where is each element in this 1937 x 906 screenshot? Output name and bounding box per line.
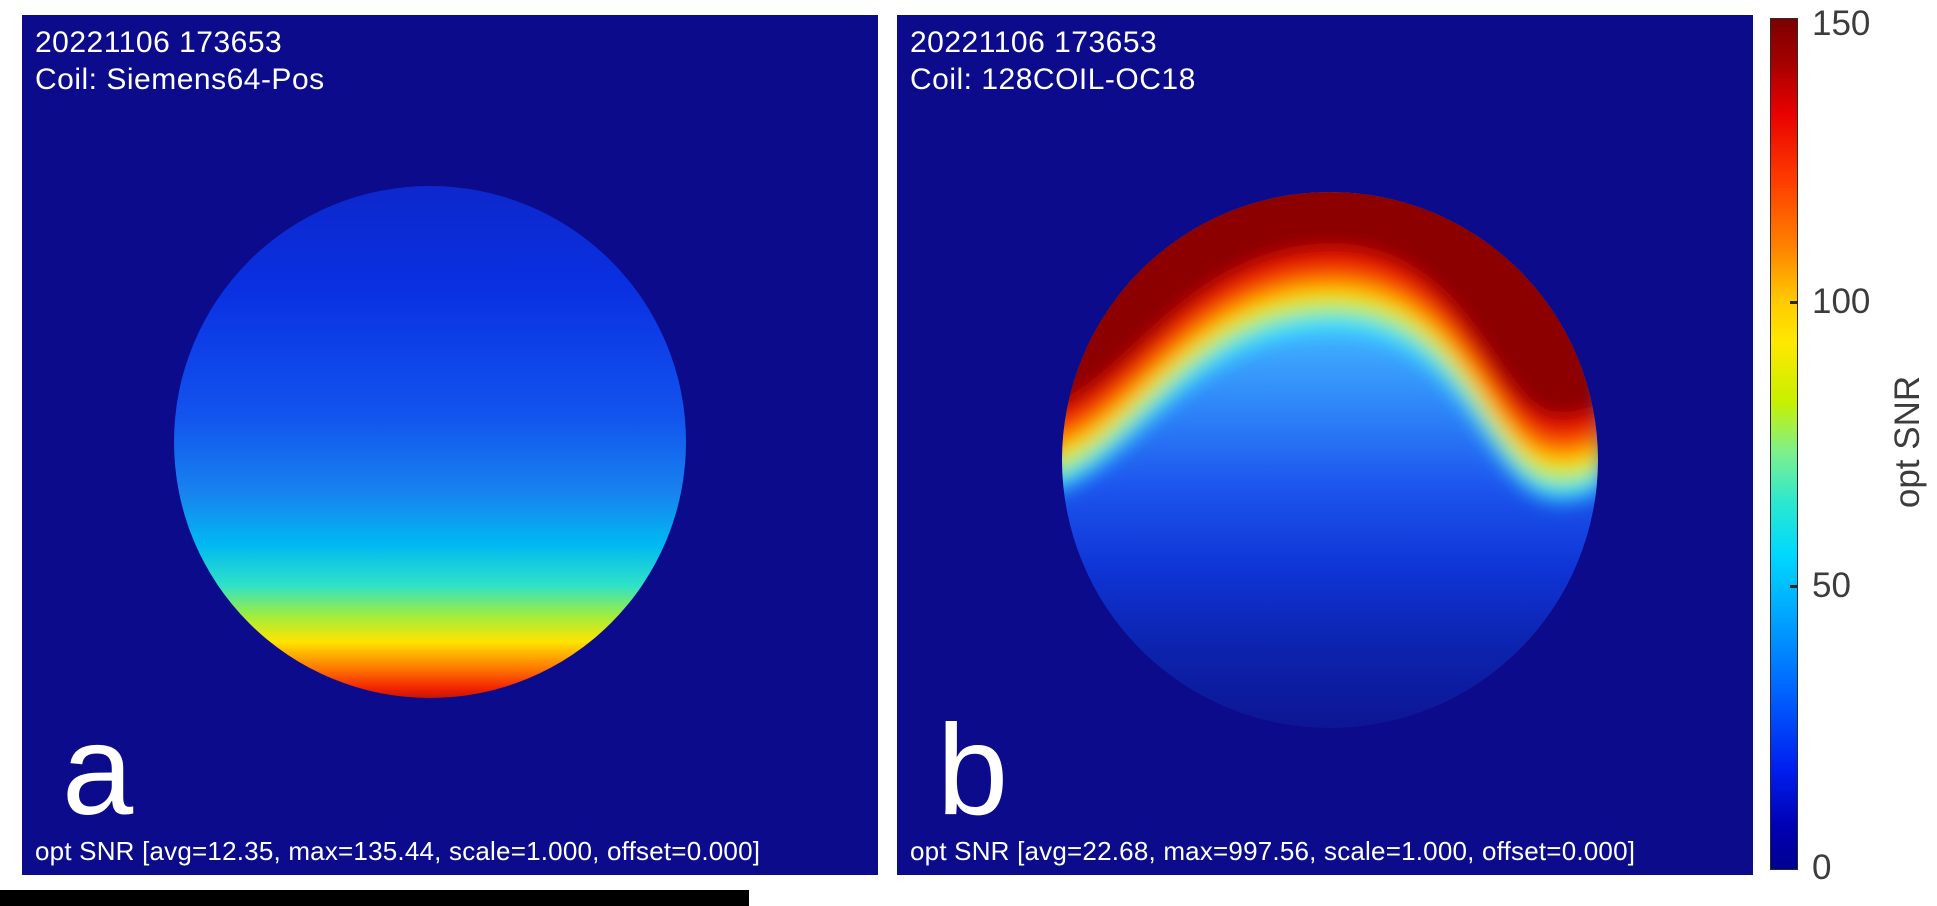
panel-b: 20221106 173653 Coil: 128COIL-OC18 b opt … (897, 15, 1753, 875)
panel-a-timestamp: 20221106 173653 (35, 26, 283, 59)
colorbar-tick-100: 100 (1812, 282, 1871, 321)
colorbar-tick-0: 0 (1812, 848, 1832, 887)
phantom-heatmap-a (174, 186, 686, 698)
panel-a-header: 20221106 173653 Coil: Siemens64-Pos (35, 24, 325, 98)
colorbar-axis-label: opt SNR (1888, 375, 1927, 509)
panel-b-timestamp: 20221106 173653 (910, 26, 1158, 59)
panel-b-header: 20221106 173653 Coil: 128COIL-OC18 (910, 24, 1196, 98)
panel-a: 20221106 173653 Coil: Siemens64-Pos a opt… (22, 15, 878, 875)
panel-a-letter: a (62, 699, 134, 842)
colorbar (1770, 18, 1798, 870)
colorbar-tickmark-100 (1790, 301, 1798, 304)
panel-b-footer: opt SNR [avg=22.68, max=997.56, scale=1.… (910, 836, 1636, 866)
colorbar-tick-50: 50 (1812, 566, 1851, 605)
panel-b-letter: b (937, 699, 1009, 842)
bottom-black-bar (0, 890, 749, 906)
colorbar-tickmark-50 (1790, 585, 1798, 588)
panel-a-footer: opt SNR [avg=12.35, max=135.44, scale=1.… (35, 836, 761, 866)
panel-a-coil: Coil: Siemens64-Pos (35, 63, 325, 96)
colorbar-tick-150: 150 (1812, 4, 1871, 43)
panel-b-coil: Coil: 128COIL-OC18 (910, 63, 1196, 96)
phantom-heatmap-b (1062, 192, 1598, 728)
